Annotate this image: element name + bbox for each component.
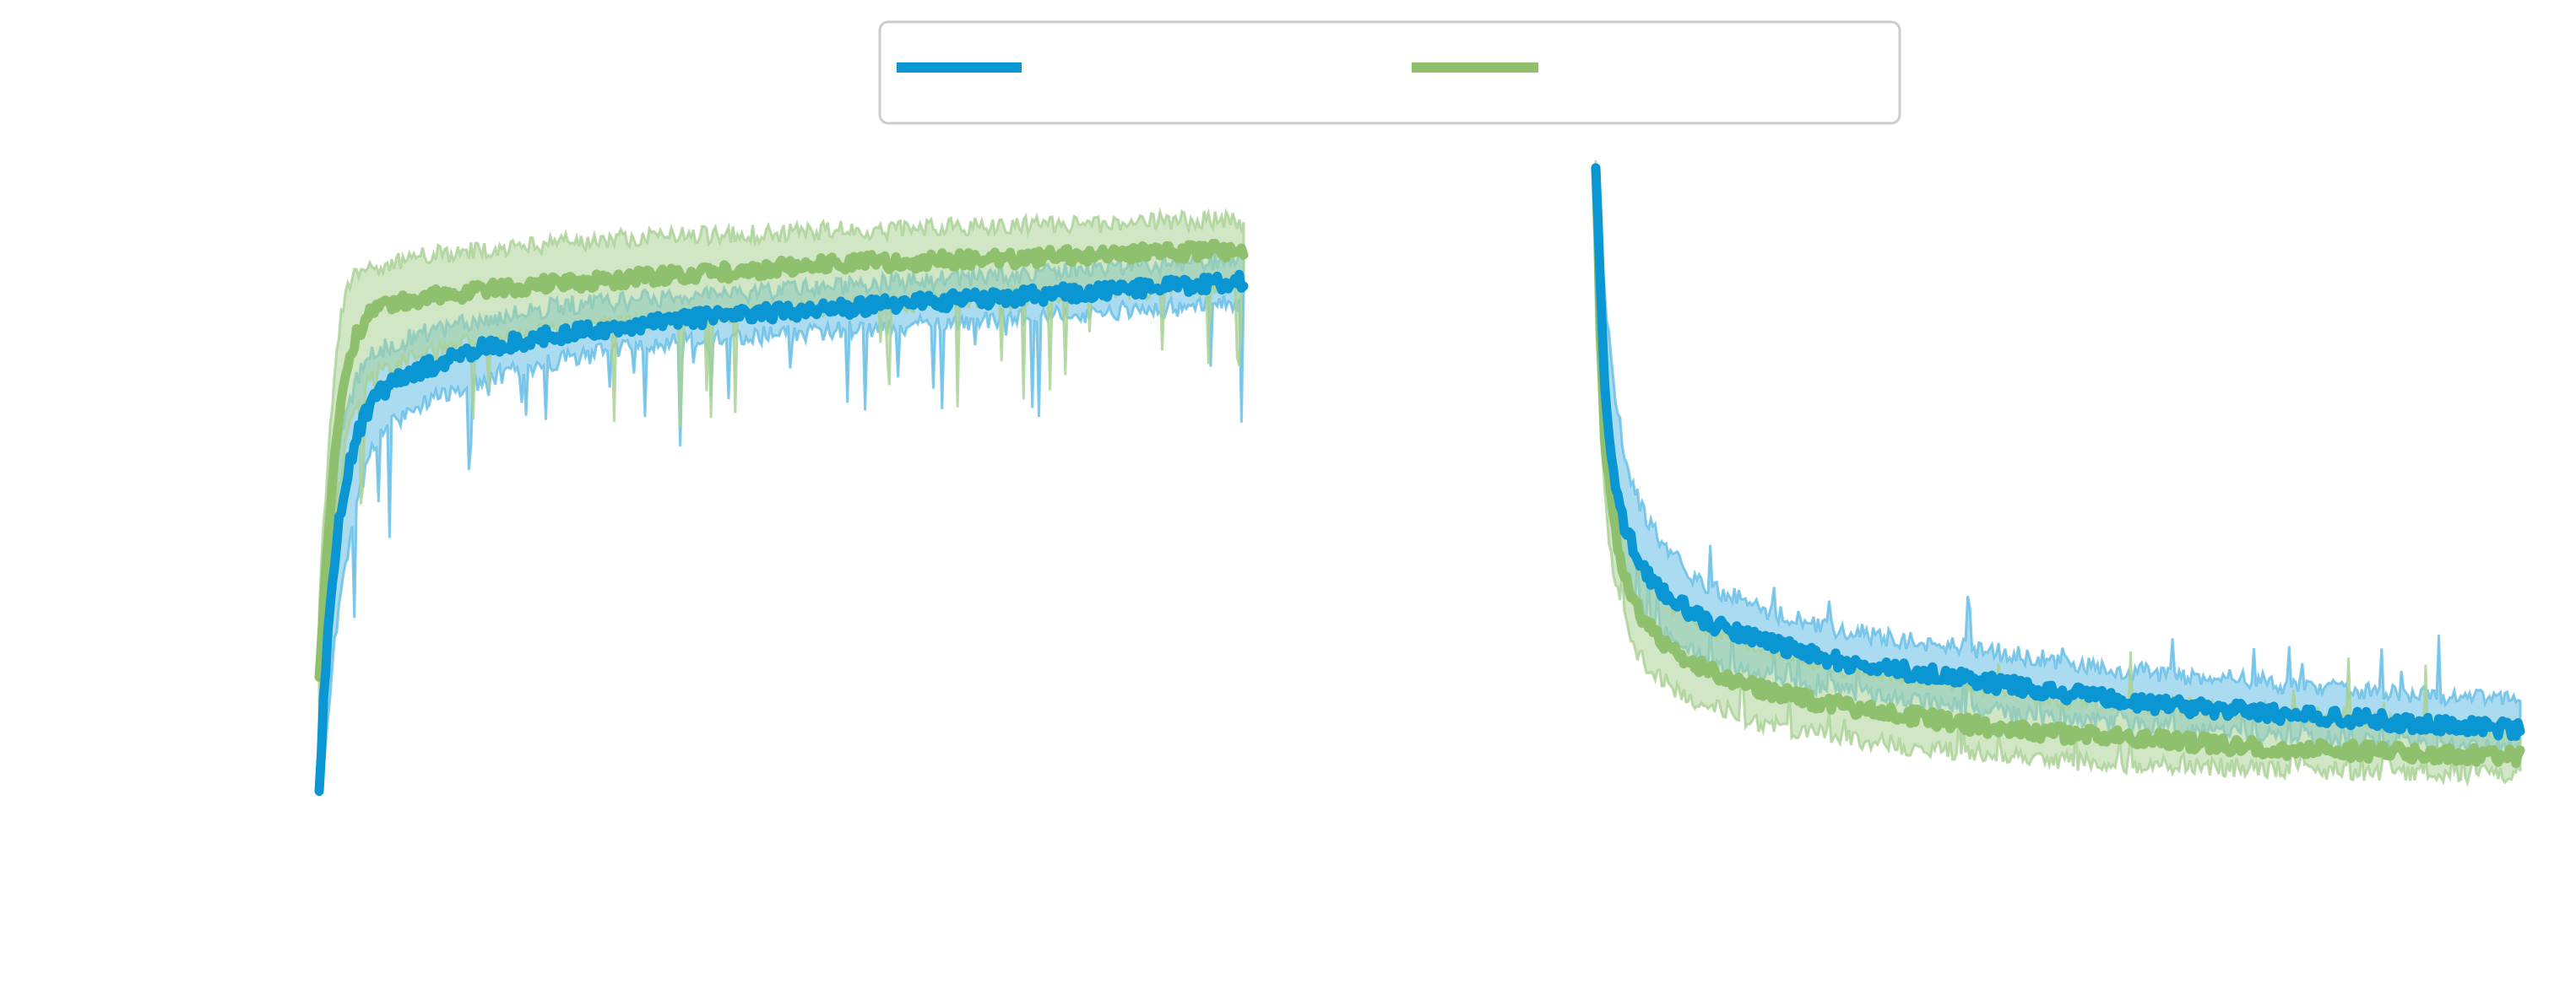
chart-panel-right xyxy=(1591,159,2525,787)
legend-box xyxy=(878,20,1901,125)
series-line-1 xyxy=(314,269,1249,797)
series-line-2 xyxy=(314,239,1249,682)
line-group xyxy=(314,239,1249,797)
series-line-1 xyxy=(1591,163,2525,741)
legend xyxy=(878,20,1901,125)
line-group xyxy=(1591,163,2525,769)
chart-panel-left xyxy=(314,207,1249,797)
series-line-2 xyxy=(1591,163,2525,769)
